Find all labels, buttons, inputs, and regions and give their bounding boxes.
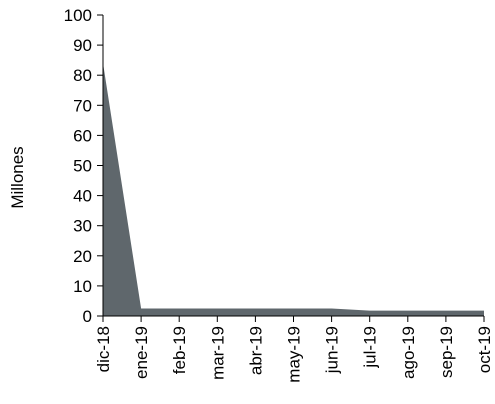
y-tick-label: 30: [73, 217, 92, 236]
x-tick-label: may-19: [285, 326, 304, 383]
x-tick-label: oct-19: [475, 326, 494, 373]
y-tick-label: 0: [83, 307, 92, 326]
x-tick-label: sep-19: [437, 326, 456, 378]
x-tick-label: dic-18: [94, 326, 113, 372]
y-tick-label: 70: [73, 96, 92, 115]
y-tick-label: 10: [73, 277, 92, 296]
x-axis: dic-18 ene-19 feb-19 mar-19 abr-19 may-19 jun-…: [94, 315, 494, 383]
y-tick-label: 20: [73, 247, 92, 266]
x-tick-label: feb-19: [170, 326, 189, 374]
x-tick-label: jun-19: [323, 326, 342, 374]
y-axis: 0 10 20 30 40 50 60 70 80 90 100: [64, 6, 104, 326]
x-tick-label: ene-19: [132, 326, 151, 379]
x-tick-label: ago-19: [399, 326, 418, 379]
y-tick-label: 40: [73, 187, 92, 206]
area-series-fill: [103, 63, 484, 316]
y-axis-label: Millones: [8, 146, 27, 208]
x-tick-label: jul-19: [361, 326, 380, 369]
x-tick-label: abr-19: [246, 326, 265, 375]
x-tick-label: mar-19: [208, 326, 227, 380]
y-tick-label: 100: [64, 6, 92, 25]
y-tick-label: 80: [73, 66, 92, 85]
y-tick-label: 90: [73, 36, 92, 55]
y-tick-label: 60: [73, 126, 92, 145]
y-tick-label: 50: [73, 157, 92, 176]
